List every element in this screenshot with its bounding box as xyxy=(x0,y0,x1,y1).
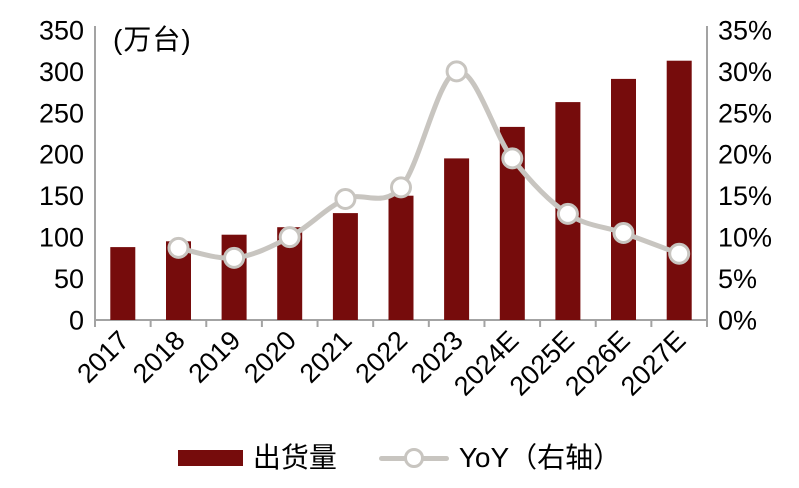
right-axis-tick-label: 25% xyxy=(718,98,772,128)
bar-2023 xyxy=(444,158,470,320)
x-axis-label-2021: 2021 xyxy=(294,325,358,389)
left-axis-tick-label: 50 xyxy=(54,264,84,294)
bar-2027E xyxy=(666,60,692,320)
right-axis-tick-label: 0% xyxy=(718,305,757,335)
right-axis-tick-label: 30% xyxy=(718,57,772,87)
legend-item-yoy: YoY（右轴） xyxy=(378,442,622,473)
right-axis-tick-label: 20% xyxy=(718,140,772,170)
legend-label-yoy: YoY（右轴） xyxy=(458,442,622,473)
axis-unit-label: (万台) xyxy=(113,24,192,55)
bar-2022 xyxy=(388,195,414,320)
left-axis-tick-label: 300 xyxy=(39,57,84,87)
left-axis-tick-label: 150 xyxy=(39,181,84,211)
right-axis-tick-label: 15% xyxy=(718,181,772,211)
legend-line-marker-icon xyxy=(378,448,449,468)
legend-item-shipments: 出货量 xyxy=(177,442,337,473)
right-axis-tick-label: 35% xyxy=(718,15,772,45)
yoy-marker xyxy=(167,236,190,259)
yoy-marker xyxy=(223,246,246,269)
x-axis-label-2022: 2022 xyxy=(350,325,414,389)
right-axis-tick-label: 10% xyxy=(718,223,772,253)
x-axis-label-2019: 2019 xyxy=(183,325,247,389)
yoy-marker xyxy=(556,202,579,225)
x-axis-label-2018: 2018 xyxy=(127,325,191,389)
left-axis-tick-label: 100 xyxy=(39,223,84,253)
bar-2021 xyxy=(332,213,358,320)
chart-canvas: 350 300 250 200 150 100 50 0 35% 30% 25% 20% 15% 10% 5… xyxy=(39,15,772,401)
left-axis-tick-label: 0 xyxy=(69,305,84,335)
yoy-marker xyxy=(501,147,524,170)
yoy-marker xyxy=(390,176,412,199)
yoy-marker xyxy=(445,60,468,83)
legend-bar-swatch-icon xyxy=(177,450,243,466)
yoy-line xyxy=(176,68,682,261)
bar-2026E xyxy=(611,78,636,321)
yoy-marker xyxy=(334,188,357,210)
yoy-marker xyxy=(668,242,691,265)
yoy-marker xyxy=(612,222,635,244)
legend-label-shipments: 出货量 xyxy=(252,442,337,473)
right-axis-tick-label: 5% xyxy=(718,264,757,294)
legend: 出货量 YoY（右轴） xyxy=(0,438,799,478)
x-axis-label-2020: 2020 xyxy=(238,325,302,389)
left-axis-tick-label: 350 xyxy=(39,15,84,45)
left-axis-tick-label: 200 xyxy=(39,140,84,170)
bar-2017 xyxy=(110,247,136,320)
yoy-marker xyxy=(278,226,301,249)
x-axis-label-2027E: 2027E xyxy=(615,325,691,401)
legend-marker-dot xyxy=(403,448,424,468)
left-axis-tick-label: 250 xyxy=(39,98,84,128)
